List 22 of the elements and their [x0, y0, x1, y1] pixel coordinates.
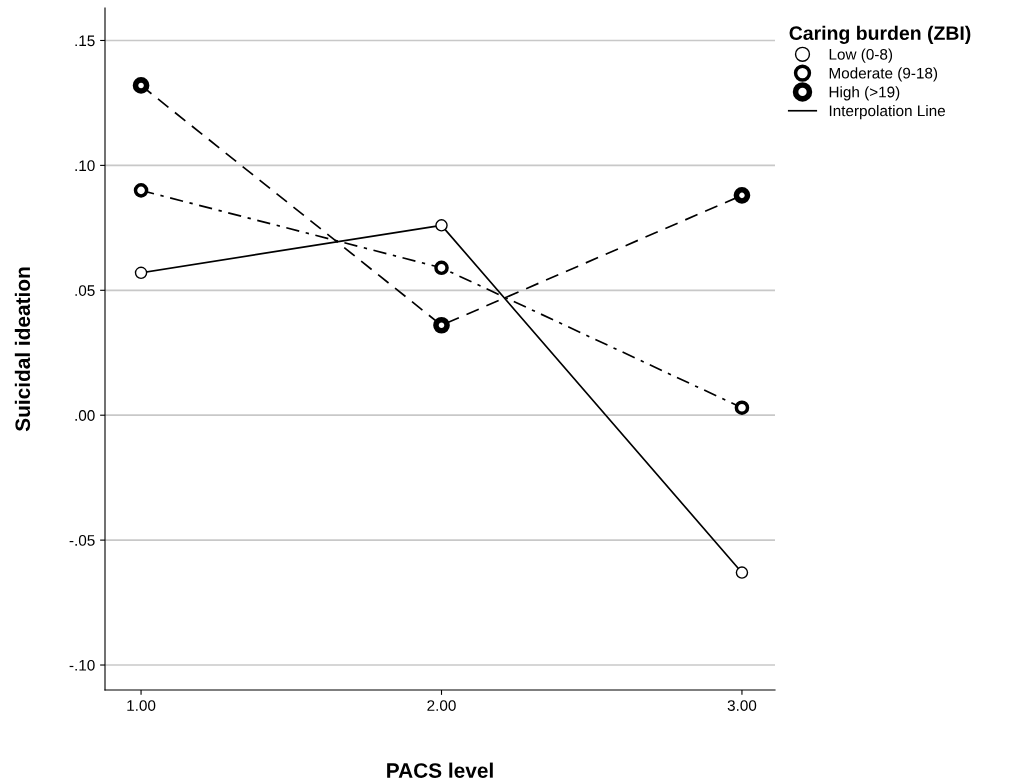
legend-label: Low (0-8) [829, 48, 893, 63]
legend-label: Moderate (9-18) [829, 67, 938, 82]
legend-label: High (>19) [829, 86, 900, 101]
point [434, 260, 449, 276]
y-tick-label: .15 [75, 35, 95, 47]
y-tick-label: -.05 [69, 534, 95, 546]
y-tick-label: .10 [75, 160, 95, 172]
legend-title: Caring burden (ZBI) [789, 25, 971, 44]
y-tick-label: .00 [75, 410, 95, 421]
x-tick-label: 1.00 [127, 700, 156, 711]
point [733, 187, 751, 204]
x-tick-label: 3.00 [727, 700, 757, 711]
text: Interpolation Line [829, 105, 946, 120]
x-tick-label: 2.00 [427, 700, 456, 711]
y-axis-title: Suicidal ideation [14, 267, 31, 432]
point [132, 77, 150, 94]
point [734, 400, 750, 415]
point [433, 316, 450, 334]
y-tick-label: -.10 [69, 659, 95, 671]
x-axis-title: PACS level [387, 762, 493, 778]
point [133, 183, 149, 198]
y-tick-label: .05 [75, 285, 95, 296]
